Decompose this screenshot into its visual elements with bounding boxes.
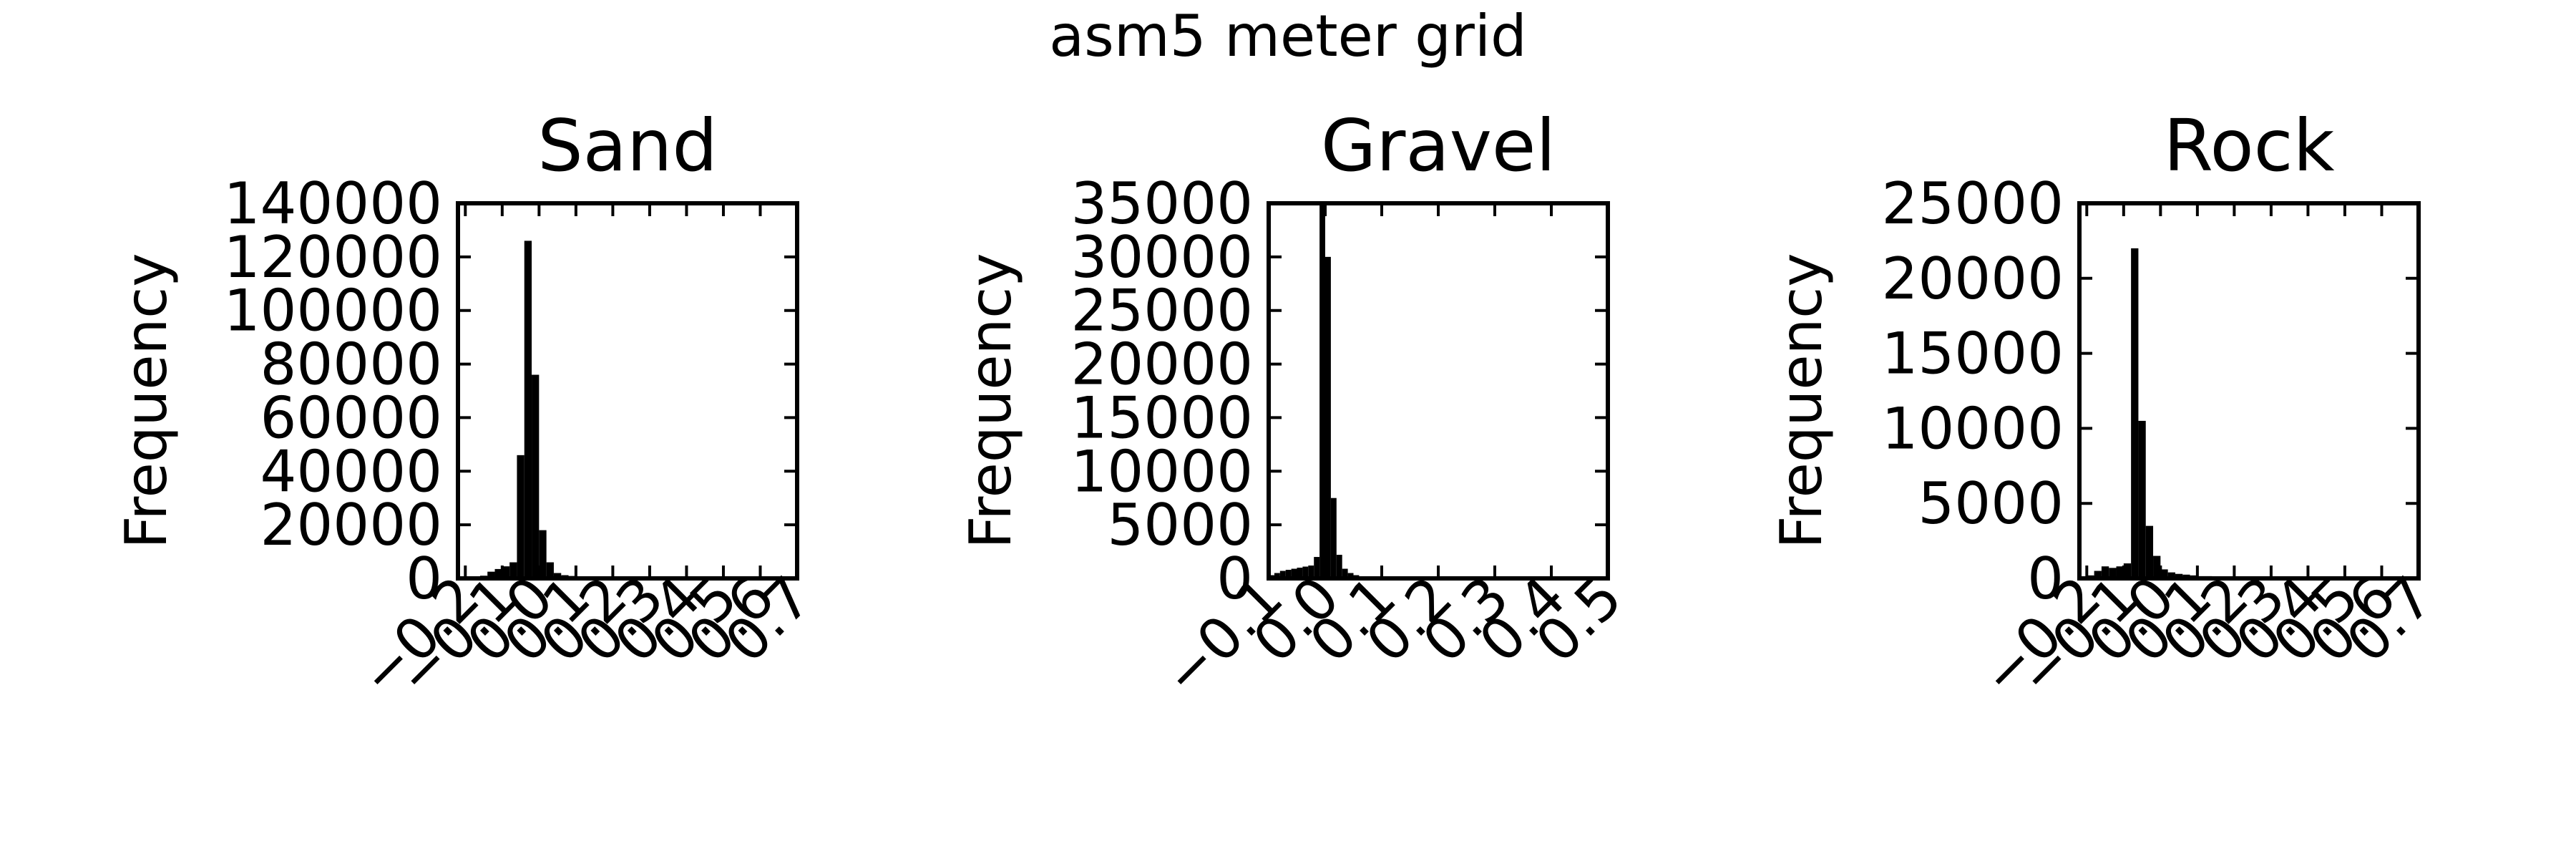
histogram-bar [553, 573, 562, 578]
histogram-bar [2123, 563, 2132, 578]
histogram-bar [1291, 568, 1297, 578]
y-tick-label: 10000 [1071, 438, 1254, 505]
y-tick-label: 15000 [1882, 321, 2064, 387]
histogram-bar [1314, 557, 1320, 578]
histogram-bar [494, 568, 502, 578]
histogram-bar [502, 566, 510, 578]
histogram-bar [2116, 566, 2124, 578]
histogram-bar [509, 562, 517, 578]
y-tick-label: 100000 [224, 278, 442, 344]
y-axis-label: Frequency [957, 253, 1024, 548]
histogram-bar [1319, 203, 1325, 578]
y-tick-label: 20000 [1071, 331, 1254, 398]
histogram-bar [1325, 256, 1331, 578]
histogram-bar [532, 374, 540, 578]
histogram-bar [1302, 566, 1309, 578]
histogram-bar [2167, 572, 2175, 578]
histogram-bar [1330, 498, 1337, 578]
y-tick-label: 25000 [1882, 170, 2064, 237]
histogram-bar [487, 571, 495, 578]
axes-frame [1267, 201, 1610, 581]
histogram-bar [539, 530, 547, 578]
histogram-bar [1285, 570, 1292, 578]
histogram-bar [1274, 573, 1280, 578]
histogram-bar [2101, 566, 2109, 578]
histogram-bar [524, 241, 532, 578]
axes-frame [2077, 201, 2421, 581]
y-tick-label: 5000 [1918, 470, 2064, 537]
panel-sand: Sand Frequency 0200004000060000800001000… [113, 104, 824, 709]
histogram-bar [1336, 555, 1342, 578]
y-tick-label: 0 [1216, 545, 1253, 612]
histogram-bar [2175, 573, 2183, 578]
panel-title: Gravel [1321, 104, 1556, 188]
histogram-bar [1279, 571, 1286, 578]
y-tick-label: 30000 [1071, 224, 1254, 291]
y-tick-label: 40000 [260, 438, 443, 505]
histogram-bar [2145, 525, 2154, 578]
histogram-bar [2131, 248, 2139, 578]
y-tick-label: 15000 [1071, 384, 1254, 451]
histogram-bar [1297, 568, 1303, 578]
y-tick-label: 10000 [1882, 395, 2064, 462]
y-axis-label: Frequency [1768, 253, 1835, 548]
y-tick-label: 0 [406, 545, 442, 612]
y-tick-label: 20000 [260, 492, 443, 558]
histogram-bar [2138, 420, 2146, 578]
y-tick-label: 80000 [260, 331, 443, 398]
y-tick-label: 25000 [1071, 278, 1254, 344]
histogram-bar [1347, 573, 1354, 578]
histogram-bar [2160, 569, 2168, 578]
y-tick-label: 0 [2027, 545, 2064, 612]
panel-rock: Rock Frequency 0 5000 10000 15000 20000 25000… [1768, 104, 2445, 709]
panel-title: Rock [2163, 104, 2334, 188]
y-tick-label: 60000 [260, 384, 443, 451]
histogram-bar [517, 455, 525, 578]
figure-suptitle: asm5 meter grid [1049, 3, 1527, 69]
y-axis-label: Frequency [113, 253, 180, 548]
histogram-bar [546, 562, 554, 578]
histogram-bar [2094, 571, 2102, 578]
histogram-bar [2109, 568, 2117, 578]
y-tick-label: 120000 [224, 224, 442, 291]
histogram-bar [1342, 568, 1348, 578]
y-tick-label: 5000 [1107, 492, 1253, 558]
axes-frame [456, 201, 799, 581]
y-tick-label: 140000 [224, 170, 442, 237]
y-tick-label: 20000 [1882, 246, 2064, 312]
histogram-bar [2153, 555, 2161, 578]
y-tick-label: 35000 [1071, 170, 1254, 237]
panel-title: Sand [537, 104, 718, 188]
histogram-bar [1308, 566, 1314, 578]
y-tick-labels: 0 5000 10000 15000 20000 25000 [1882, 170, 2064, 612]
